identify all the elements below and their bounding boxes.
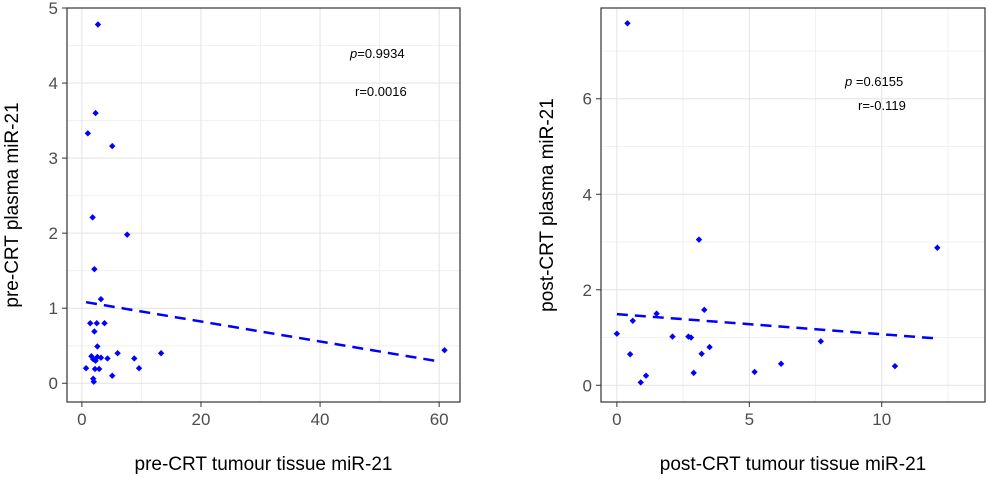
data-point xyxy=(84,130,92,137)
data-point xyxy=(653,310,660,317)
data-point xyxy=(751,368,758,376)
data-point xyxy=(87,320,94,327)
y-tick-label: 2 xyxy=(49,224,58,243)
data-point xyxy=(777,360,785,367)
data-point xyxy=(891,362,899,370)
data-point xyxy=(94,21,102,28)
scatter-panel-2: 0 5 10 0 2 4 6 post-CRT tumour tissue miR-21 pos… xyxy=(537,7,986,475)
data-point xyxy=(642,372,650,379)
data-point xyxy=(109,142,116,150)
data-point xyxy=(701,306,708,314)
y-tick-label: 4 xyxy=(49,74,58,93)
y-tick-label: 1 xyxy=(49,299,58,318)
data-point xyxy=(613,330,621,337)
data-point xyxy=(90,375,97,382)
regression-line xyxy=(616,312,938,340)
data-point xyxy=(92,109,99,117)
y-tick-label: 0 xyxy=(49,374,58,393)
x-axis-label: pre-CRT tumour tissue miR-21 xyxy=(135,454,393,475)
data-point xyxy=(626,351,634,358)
data-point xyxy=(629,317,636,325)
data-point xyxy=(624,20,631,27)
data-point xyxy=(101,320,108,327)
data-point xyxy=(93,320,100,327)
panel-border xyxy=(66,7,461,403)
data-point xyxy=(104,355,111,362)
x-tick-label: 10 xyxy=(872,410,891,429)
y-tick-label: 0 xyxy=(583,376,592,395)
x-tick-label: 40 xyxy=(311,410,330,429)
data-point xyxy=(123,231,131,238)
data-point xyxy=(91,265,98,273)
data-point xyxy=(157,350,165,357)
x-tick-label: 0 xyxy=(77,410,86,429)
data-point xyxy=(95,365,103,373)
data-point xyxy=(97,354,105,361)
x-tick-label: 0 xyxy=(612,410,621,429)
data-point xyxy=(817,338,825,345)
data-point xyxy=(91,365,99,373)
data-point xyxy=(109,372,116,379)
y-tick-label: 5 xyxy=(49,0,58,18)
r-value-annotation: r=-0.119 xyxy=(858,98,906,113)
y-tick-label: 6 xyxy=(583,90,592,109)
x-tick-label: 60 xyxy=(430,410,449,429)
data-point xyxy=(82,365,90,372)
data-point xyxy=(698,350,705,357)
data-point xyxy=(687,334,695,341)
y-tick-label: 4 xyxy=(583,185,592,204)
data-point xyxy=(706,343,713,351)
p-value-annotation: p =0.6155 xyxy=(844,74,903,89)
data-point xyxy=(637,379,644,386)
data-point xyxy=(97,295,105,303)
x-tick-label: 5 xyxy=(745,410,754,429)
data-point xyxy=(135,365,143,372)
panel-border xyxy=(600,7,986,403)
data-point xyxy=(669,333,676,340)
data-point xyxy=(690,369,697,377)
x-axis-label: post-CRT tumour tissue miR-21 xyxy=(660,454,926,475)
y-axis-label: post-CRT plasma miR-21 xyxy=(537,98,558,312)
data-point xyxy=(92,357,99,364)
data-point xyxy=(90,378,97,385)
y-axis-label: pre-CRT plasma miR-21 xyxy=(2,102,23,307)
data-point xyxy=(88,353,95,360)
data-point xyxy=(89,214,96,221)
p-value-annotation: p=0.9934 xyxy=(349,46,405,61)
data-point xyxy=(131,355,138,362)
data-point xyxy=(91,328,98,335)
y-tick-label: 2 xyxy=(583,281,592,300)
regression-line xyxy=(85,300,440,363)
data-point xyxy=(94,343,101,350)
data-point xyxy=(934,244,941,251)
data-point xyxy=(695,236,703,243)
data-point xyxy=(114,350,121,357)
x-tick-label: 20 xyxy=(192,410,211,429)
r-value-annotation: r=0.0016 xyxy=(355,84,407,99)
y-tick-label: 3 xyxy=(49,149,58,168)
scatter-panel-1: 0 20 40 60 0 1 2 3 4 5 pre-CRT tumour tissue miR-2… xyxy=(2,0,461,475)
data-point xyxy=(441,347,448,354)
